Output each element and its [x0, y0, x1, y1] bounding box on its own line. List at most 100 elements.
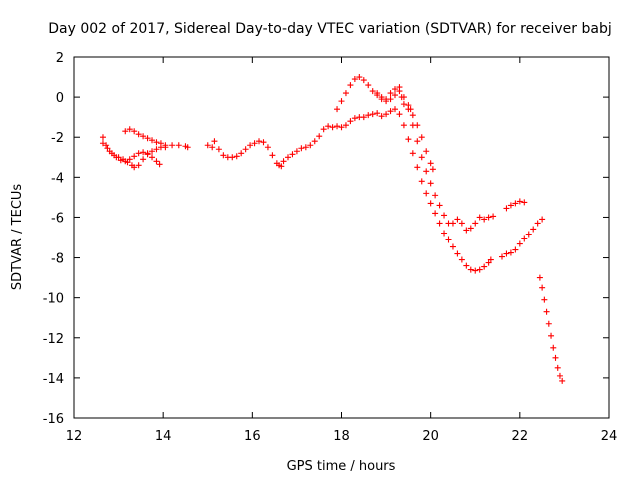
x-tick-label: 24	[601, 429, 618, 444]
data-point	[135, 131, 142, 138]
data-series	[374, 86, 436, 173]
data-point	[458, 220, 465, 227]
data-point	[175, 142, 182, 149]
x-tick-label: 18	[333, 429, 350, 444]
plot-frame	[73, 56, 610, 419]
data-point	[405, 102, 412, 109]
data-point	[247, 142, 254, 149]
y-tick-label: -12	[43, 332, 64, 347]
data-point	[427, 180, 434, 187]
data-point	[269, 152, 276, 159]
x-tick-label: 14	[155, 429, 172, 444]
y-tick-label: -14	[43, 372, 64, 387]
y-tick-label: -10	[43, 292, 64, 307]
data-point	[144, 150, 151, 157]
data-series	[536, 274, 566, 384]
data-point	[392, 86, 398, 93]
data-point	[539, 284, 546, 291]
data-point	[338, 98, 345, 105]
data-point	[251, 140, 258, 147]
data-point	[423, 148, 430, 155]
data-point	[485, 214, 492, 221]
data-point	[374, 110, 381, 117]
data-point	[463, 262, 470, 269]
data-point	[436, 202, 443, 209]
data-point	[454, 216, 461, 223]
data-series	[499, 216, 546, 260]
data-point	[400, 101, 407, 108]
data-point	[131, 153, 138, 160]
data-point	[445, 236, 452, 243]
data-point	[334, 106, 341, 113]
data-point	[169, 142, 176, 149]
data-point	[536, 274, 543, 281]
data-point	[554, 364, 561, 371]
y-tick-label: -4	[51, 171, 64, 186]
data-point	[525, 231, 532, 238]
data-point	[427, 200, 434, 207]
data-point	[238, 150, 245, 157]
data-point	[534, 220, 541, 227]
data-point	[398, 94, 405, 101]
data-point	[396, 88, 403, 95]
data-point	[126, 156, 133, 163]
data-point	[360, 77, 367, 84]
data-point	[541, 296, 548, 303]
data-point	[409, 112, 416, 119]
data-point	[463, 227, 470, 234]
data-point	[131, 128, 138, 135]
data-point	[467, 225, 474, 232]
data-point	[476, 266, 483, 273]
data-point	[521, 235, 528, 242]
data-point	[414, 164, 421, 171]
data-series	[503, 198, 528, 212]
data-point	[429, 166, 436, 173]
data-point	[454, 250, 461, 257]
y-tick-label: 2	[56, 51, 64, 66]
data-point	[559, 377, 566, 384]
data-point	[342, 90, 349, 97]
data-point	[316, 133, 323, 140]
data-point	[521, 199, 528, 206]
data-point	[365, 112, 372, 119]
data-point	[149, 154, 156, 161]
data-point	[383, 111, 390, 118]
data-series	[334, 74, 497, 234]
data-point	[423, 168, 430, 175]
data-point	[409, 150, 416, 157]
data-point	[285, 154, 291, 161]
data-point	[325, 123, 332, 130]
data-point	[550, 344, 557, 351]
data-point	[122, 128, 129, 135]
data-series	[204, 138, 285, 170]
data-point	[418, 154, 425, 161]
data-point	[220, 152, 227, 159]
x-tick-label: 20	[422, 429, 439, 444]
x-tick-label: 12	[66, 429, 83, 444]
data-point	[418, 178, 425, 185]
data-point	[360, 114, 367, 121]
data-point	[211, 138, 218, 145]
data-point	[418, 134, 425, 141]
data-point	[149, 148, 156, 155]
data-point	[204, 142, 211, 149]
data-point	[311, 138, 318, 145]
data-point	[441, 230, 448, 237]
data-point	[162, 142, 169, 149]
y-tick-label: -16	[43, 412, 64, 427]
data-point	[302, 144, 309, 151]
data-point	[378, 94, 385, 101]
data-point	[108, 150, 115, 157]
data-point	[423, 190, 430, 197]
data-point	[392, 92, 398, 99]
data-point	[144, 135, 151, 142]
data-point	[552, 354, 559, 361]
data-series	[99, 140, 163, 168]
data-point	[99, 134, 106, 141]
data-point	[441, 212, 448, 219]
y-tick-label: -6	[51, 211, 64, 226]
data-point	[512, 246, 519, 253]
data-point	[242, 146, 249, 153]
data-point	[276, 162, 283, 169]
x-axis-label: GPS time / hours	[287, 459, 396, 474]
